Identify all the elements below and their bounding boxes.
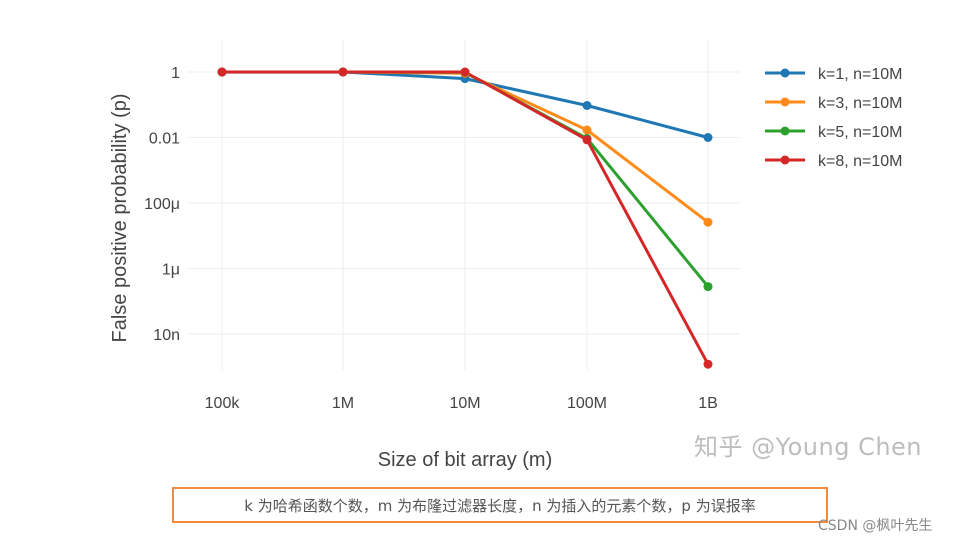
legend-label: k=1, n=10M: [818, 66, 903, 83]
data-point-series-4: [217, 67, 227, 77]
data-point-series-1: [703, 133, 713, 142]
legend-item-2[interactable]: k=3, n=10M: [765, 95, 903, 112]
data-point-series-4: [703, 359, 713, 369]
y-tick-label: 1μ: [162, 262, 180, 279]
y-tick-label: 10n: [153, 327, 180, 344]
data-point-series-2: [703, 217, 713, 227]
legend-swatch-dot: [780, 126, 790, 136]
data-point-series-4: [582, 135, 592, 145]
series-points: [217, 67, 713, 369]
caption-box: k 为哈希函数个数，m 为布隆过滤器长度，n 为插入的元素个数，p 为误报率: [172, 487, 828, 523]
data-point-series-4: [460, 67, 470, 77]
x-tick-label: 10M: [449, 395, 480, 412]
legend-label: k=8, n=10M: [818, 153, 903, 170]
credit-text: CSDN @枫叶先生: [818, 518, 933, 534]
watermark: 知乎 @Young Chen: [694, 433, 923, 461]
data-point-series-2: [582, 125, 592, 135]
y-tick-label: 1: [171, 65, 180, 82]
legend-item-4[interactable]: k=8, n=10M: [765, 153, 903, 170]
legend-item-3[interactable]: k=5, n=10M: [765, 124, 903, 141]
y-axis-title: False positive probability (p): [109, 94, 131, 343]
data-point-series-4: [338, 67, 348, 77]
x-tick-label: 100M: [567, 395, 607, 412]
data-point-series-3: [703, 282, 713, 292]
x-tick-label: 100k: [205, 395, 241, 412]
legend-label: k=3, n=10M: [818, 95, 903, 112]
caption-text: k 为哈希函数个数，m 为布隆过滤器长度，n 为插入的元素个数，p 为误报率: [244, 496, 756, 515]
x-tick-label: 1M: [332, 395, 354, 412]
legend-swatch-dot: [780, 155, 790, 165]
y-axis-ticks: 1 0.01 100μ 1μ 10n: [144, 65, 180, 344]
legend[interactable]: k=1, n=10M k=3, n=10M k=5, n=10M k=8, n=10M: [765, 66, 903, 170]
legend-swatch-dot: [780, 68, 790, 78]
legend-item-1[interactable]: k=1, n=10M: [765, 66, 903, 83]
legend-label: k=5, n=10M: [818, 124, 903, 141]
x-tick-label: 1B: [698, 395, 718, 412]
legend-swatch-dot: [780, 97, 790, 107]
x-axis-ticks: 100k 1M 10M 100M 1B: [205, 395, 718, 412]
gridlines: [187, 40, 740, 370]
x-axis-title: Size of bit array (m): [378, 449, 552, 471]
y-tick-label: 100μ: [144, 196, 180, 213]
y-tick-label: 0.01: [149, 131, 180, 148]
data-point-series-1: [582, 101, 592, 110]
